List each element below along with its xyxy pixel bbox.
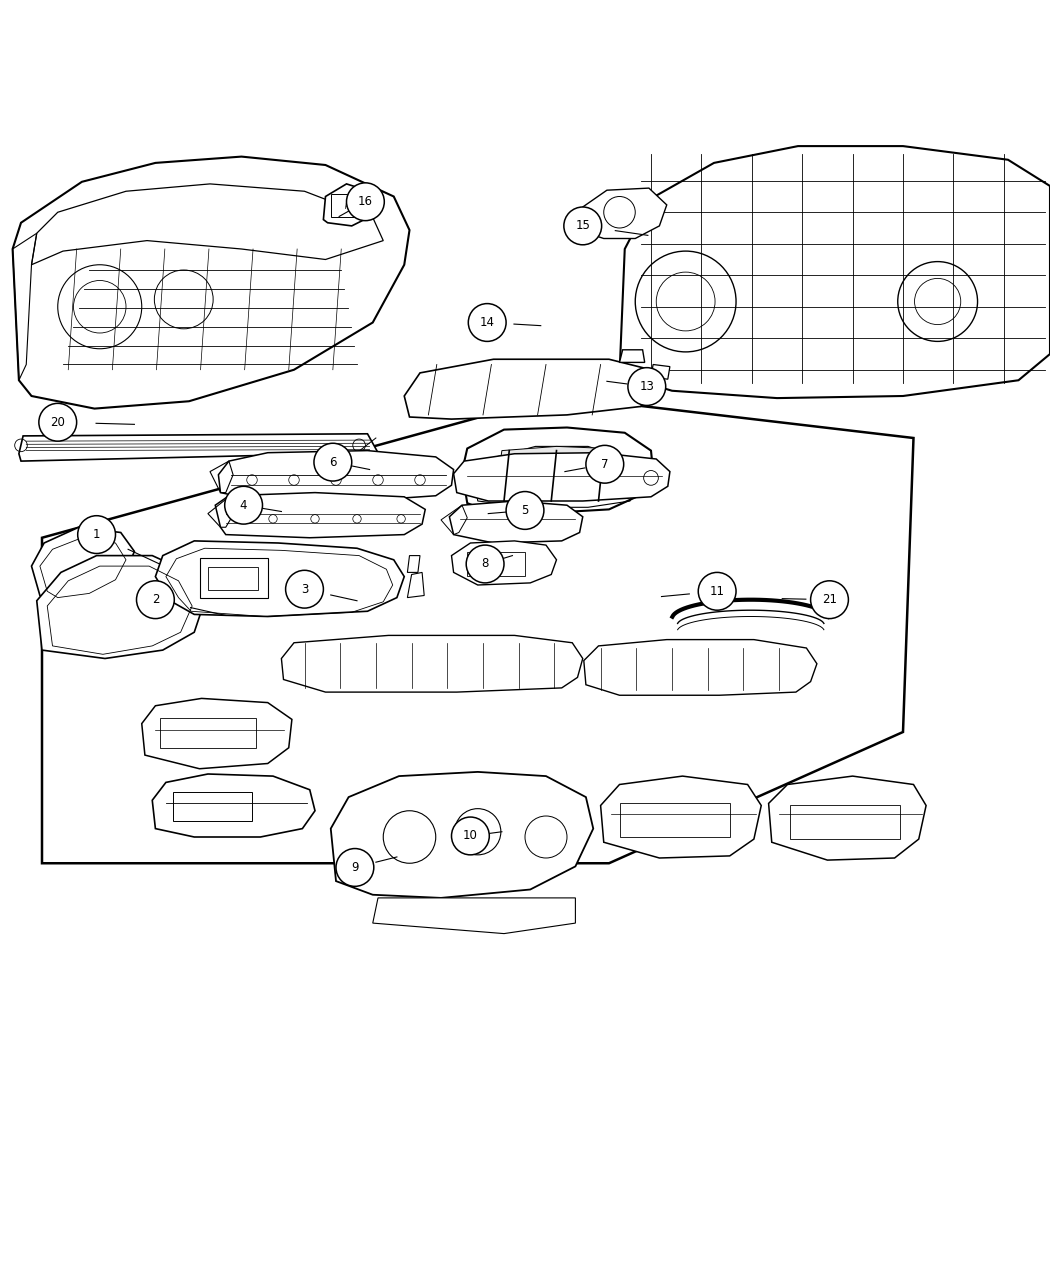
- Circle shape: [78, 515, 116, 553]
- Polygon shape: [42, 397, 914, 863]
- Polygon shape: [281, 635, 583, 692]
- Polygon shape: [452, 541, 556, 585]
- Polygon shape: [769, 776, 926, 861]
- Polygon shape: [404, 360, 656, 419]
- Circle shape: [452, 817, 489, 854]
- Circle shape: [39, 403, 77, 441]
- Bar: [790, 806, 900, 839]
- Text: 4: 4: [239, 499, 248, 511]
- Circle shape: [506, 492, 544, 529]
- Polygon shape: [620, 147, 1050, 398]
- Circle shape: [564, 207, 602, 245]
- Circle shape: [225, 486, 262, 524]
- Circle shape: [286, 570, 323, 608]
- Text: 3: 3: [300, 583, 309, 595]
- Circle shape: [314, 444, 352, 481]
- Text: 16: 16: [358, 195, 373, 208]
- Bar: [200, 557, 268, 598]
- Polygon shape: [583, 189, 667, 238]
- Bar: [467, 552, 525, 575]
- Polygon shape: [155, 541, 404, 617]
- Text: 2: 2: [151, 593, 160, 606]
- Polygon shape: [13, 157, 410, 408]
- Circle shape: [466, 546, 504, 583]
- Polygon shape: [373, 898, 575, 933]
- Polygon shape: [218, 450, 454, 501]
- Circle shape: [586, 445, 624, 483]
- Text: 6: 6: [329, 455, 337, 469]
- Bar: [620, 803, 730, 836]
- Circle shape: [628, 367, 666, 405]
- Bar: [160, 718, 256, 747]
- Circle shape: [698, 572, 736, 611]
- Text: 1: 1: [92, 528, 101, 541]
- Text: 10: 10: [463, 830, 478, 843]
- Polygon shape: [584, 640, 817, 695]
- Circle shape: [336, 849, 374, 886]
- Polygon shape: [32, 528, 134, 601]
- Polygon shape: [407, 556, 420, 572]
- Polygon shape: [19, 434, 378, 462]
- Bar: [331, 194, 362, 218]
- Polygon shape: [620, 349, 645, 362]
- Text: 15: 15: [575, 219, 590, 232]
- Polygon shape: [601, 776, 761, 858]
- Bar: [173, 792, 252, 821]
- Text: 11: 11: [710, 585, 724, 598]
- Text: 14: 14: [480, 316, 495, 329]
- Polygon shape: [142, 699, 292, 769]
- Polygon shape: [37, 556, 205, 658]
- Polygon shape: [323, 184, 373, 226]
- Polygon shape: [499, 446, 628, 474]
- Bar: [208, 567, 258, 590]
- Text: 8: 8: [481, 557, 489, 570]
- Text: 9: 9: [351, 861, 359, 873]
- Polygon shape: [152, 774, 315, 836]
- Text: 21: 21: [822, 593, 837, 606]
- Polygon shape: [651, 365, 670, 379]
- Circle shape: [468, 303, 506, 342]
- Text: 7: 7: [601, 458, 609, 470]
- Circle shape: [346, 182, 384, 221]
- Text: 13: 13: [639, 380, 654, 393]
- Text: p: p: [344, 200, 349, 209]
- Circle shape: [811, 581, 848, 618]
- Polygon shape: [454, 453, 670, 501]
- Text: 20: 20: [50, 416, 65, 428]
- Polygon shape: [449, 501, 583, 543]
- Text: 5: 5: [521, 504, 529, 516]
- Polygon shape: [331, 771, 593, 898]
- Polygon shape: [462, 427, 653, 514]
- Polygon shape: [215, 492, 425, 538]
- Polygon shape: [407, 572, 424, 598]
- Circle shape: [136, 581, 174, 618]
